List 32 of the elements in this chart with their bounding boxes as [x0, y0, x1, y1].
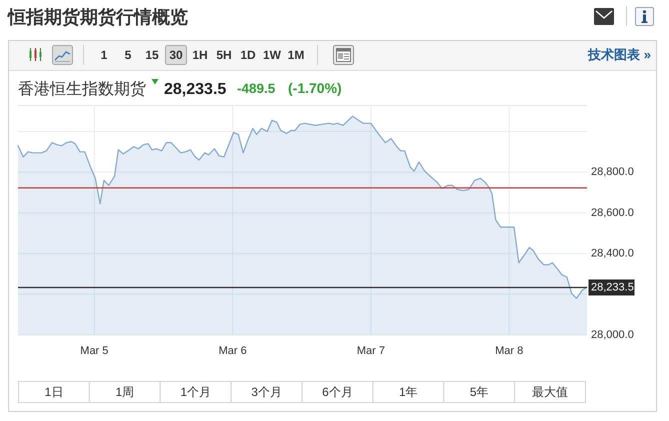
- text: 最大值: [532, 385, 568, 399]
- text: 1D: [240, 48, 256, 62]
- text: 28,233.5: [164, 81, 226, 98]
- text: 技术图表 »: [587, 47, 651, 62]
- text: 1W: [263, 48, 282, 62]
- x-tick-label: Mar 5: [80, 345, 108, 357]
- text: 30: [169, 48, 183, 62]
- x-tick-label: Mar 7: [356, 345, 385, 357]
- text: 6个月: [322, 385, 353, 399]
- text: 1H: [192, 48, 208, 62]
- text: 5年: [470, 385, 489, 399]
- text: 1个月: [180, 385, 212, 399]
- x-tick-label: Mar 8: [495, 345, 524, 357]
- text: 1M: [288, 48, 304, 62]
- x-tick-label: Mar 6: [218, 345, 247, 357]
- text: -489.5: [237, 81, 276, 96]
- text: 3个月: [251, 385, 282, 399]
- text: 1: [100, 48, 108, 62]
- text: (-1.70%): [288, 80, 342, 96]
- text: 1年: [398, 385, 418, 399]
- ref-line-label: 28,233.5: [591, 281, 634, 294]
- text: 5: [124, 48, 132, 62]
- text: 1周: [115, 385, 134, 399]
- y-tick-label: 28,000.0: [591, 329, 634, 341]
- y-tick-label: 28,600.0: [591, 206, 634, 219]
- text: 5H: [216, 48, 232, 62]
- chart-title: 恒指期货期货行情概览: [7, 7, 188, 27]
- chart-subtitle: 香港恒生指数期货: [18, 80, 146, 98]
- text: 1日: [44, 385, 64, 399]
- y-tick-label: 28,400.0: [591, 248, 634, 260]
- y-tick-label: 28,800.0: [591, 166, 634, 178]
- text: 15: [145, 48, 159, 62]
